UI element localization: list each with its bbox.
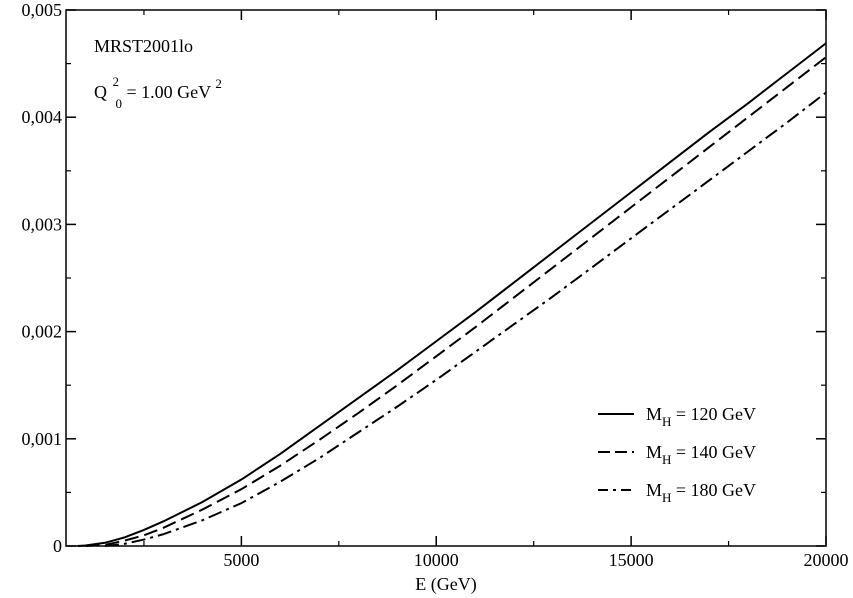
series-line-1 (77, 42, 827, 547)
legend-label-1: MH = 120 GeV (646, 404, 756, 429)
y-tick-label: 0,001 (22, 429, 63, 449)
annotation-pdf-set: MRST2001lo (94, 36, 193, 56)
x-tick-label: 10000 (414, 550, 459, 570)
x-tick-label: 5000 (223, 550, 259, 570)
series-group (77, 42, 827, 547)
legend-rest: = 180 GeV (671, 480, 756, 500)
series-line-3 (104, 91, 827, 547)
legend-main: M (646, 442, 662, 462)
legend-main: M (646, 404, 662, 424)
legend-subscript: H (662, 414, 671, 429)
y-tick-label: 0,002 (22, 322, 63, 342)
legend-label-2: MH = 140 GeV (646, 442, 756, 467)
q-symbol: Q (94, 82, 107, 102)
legend-rest: = 120 GeV (671, 404, 756, 424)
q-superscript: 2 (113, 74, 120, 89)
x-tick-label: 15000 (609, 550, 654, 570)
legend-subscript: H (662, 452, 671, 467)
y-tick-label: 0,005 (22, 0, 63, 20)
q-value: = 1.00 GeV (127, 82, 212, 102)
legend-rest: = 140 GeV (671, 442, 756, 462)
x-tick-label: 20000 (804, 550, 849, 570)
legend-subscript: H (662, 490, 671, 505)
annotation-q0-scale: Q 2 0 = 1.00 GeV 2 (94, 70, 222, 112)
q-subscript: 0 (116, 96, 123, 111)
y-tick-label: 0,004 (22, 107, 63, 127)
x-axis-title: E (GeV) (415, 574, 476, 595)
ticks-group: 5000 10000 15000 20000 0 0,001 0,002 0,003 0,004… (22, 0, 849, 570)
legend-main: M (646, 480, 662, 500)
y-tick-label: 0,003 (22, 214, 63, 234)
y-tick-label: 0 (53, 536, 62, 556)
series-line-2 (85, 56, 827, 547)
q-unit-superscript: 2 (215, 76, 222, 91)
legend-label-3: MH = 180 GeV (646, 480, 756, 505)
